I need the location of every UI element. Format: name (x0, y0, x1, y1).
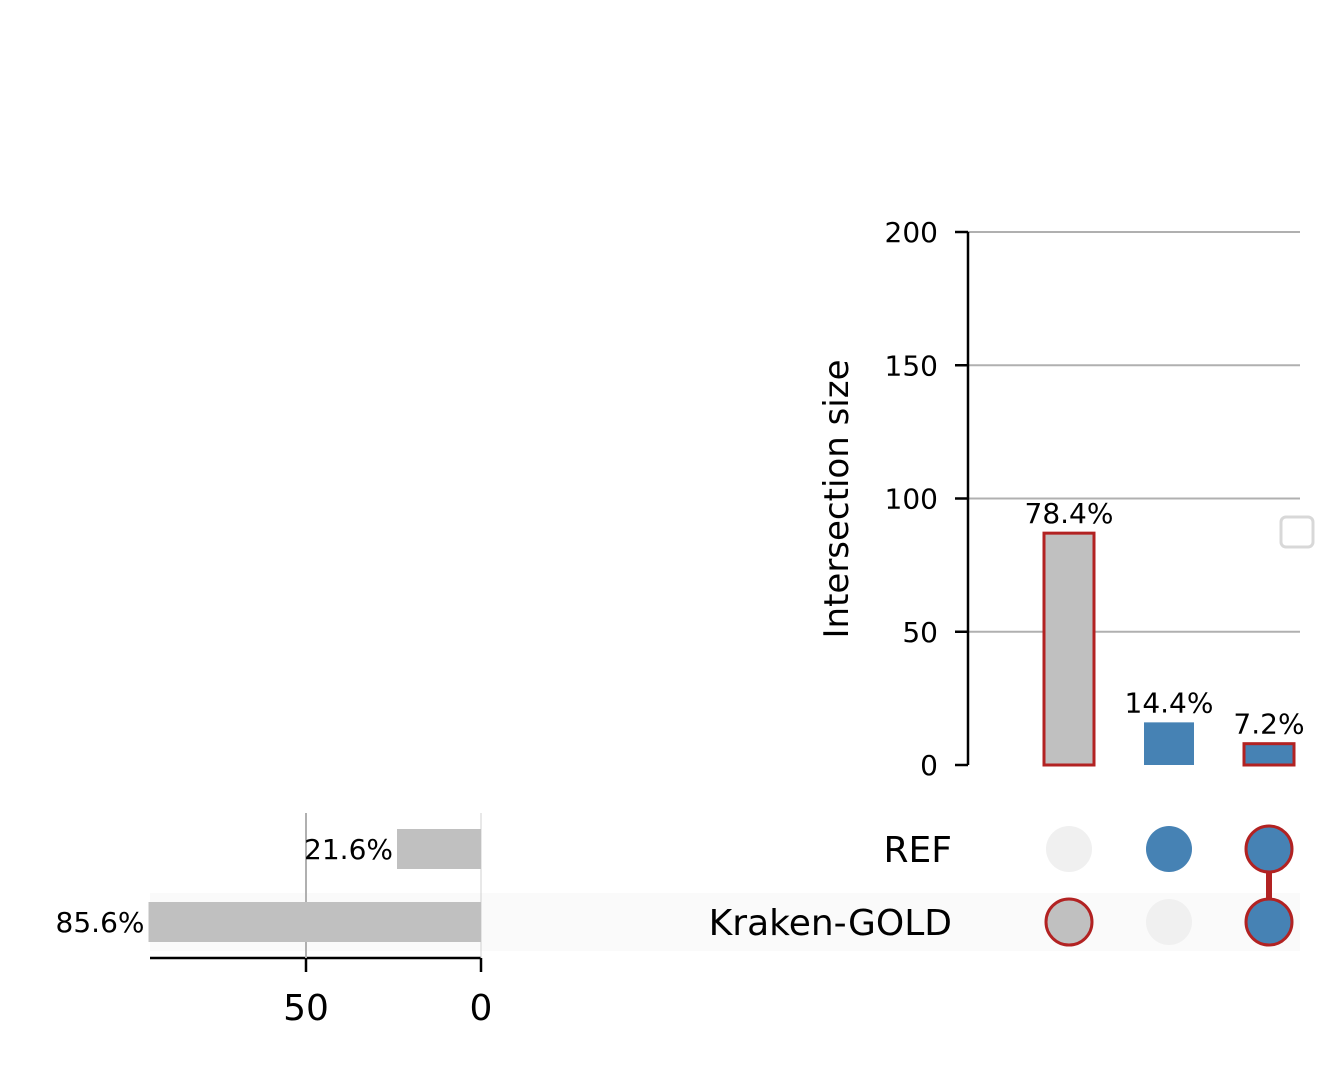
set-row-label: REF (884, 830, 952, 871)
bar-value-label: 14.4% (1125, 686, 1214, 719)
set-row-label: Kraken-GOLD (709, 903, 952, 944)
set-size-bar (397, 829, 481, 869)
y-tick-label: 150 (885, 349, 938, 382)
matrix-layer: REF Kraken-GOLD (709, 824, 1294, 947)
matrix-dot-inactive (1146, 899, 1192, 945)
matrix-dot-active (1044, 897, 1094, 947)
y-tick-label: 100 (885, 483, 938, 516)
set-size-label: 21.6% (304, 833, 393, 866)
legend-box (1279, 515, 1315, 549)
matrix-dot-active (1244, 897, 1294, 947)
y-tick-label: 0 (920, 749, 938, 782)
y-axis-label: Intersection size (817, 360, 857, 639)
set-size-bar (148, 902, 481, 942)
y-tick-label: 200 (885, 216, 938, 249)
set-size-tick-label: 50 (283, 988, 329, 1029)
matrix-dot-active (1146, 826, 1192, 872)
bar-value-label: 7.2% (1233, 708, 1304, 741)
intersection-bar (1144, 722, 1194, 765)
grid-layer (968, 231, 1300, 633)
intersection-bars: 78.4% 14.4% 7.2% (1025, 497, 1305, 767)
matrix-dot-inactive (1046, 826, 1092, 872)
matrix-dot-active (1244, 824, 1294, 874)
bar-value-label: 78.4% (1025, 497, 1114, 530)
intersection-bar (1042, 531, 1096, 767)
y-tick-label: 50 (902, 616, 938, 649)
intersection-axis: 0 50 100 150 200 (885, 216, 970, 782)
intersection-bar (1242, 742, 1296, 767)
set-size-label: 85.6% (56, 906, 145, 939)
set-size-layer: 50 0 21.6% 85.6% (56, 813, 493, 1029)
set-size-tick-label: 0 (470, 988, 493, 1029)
